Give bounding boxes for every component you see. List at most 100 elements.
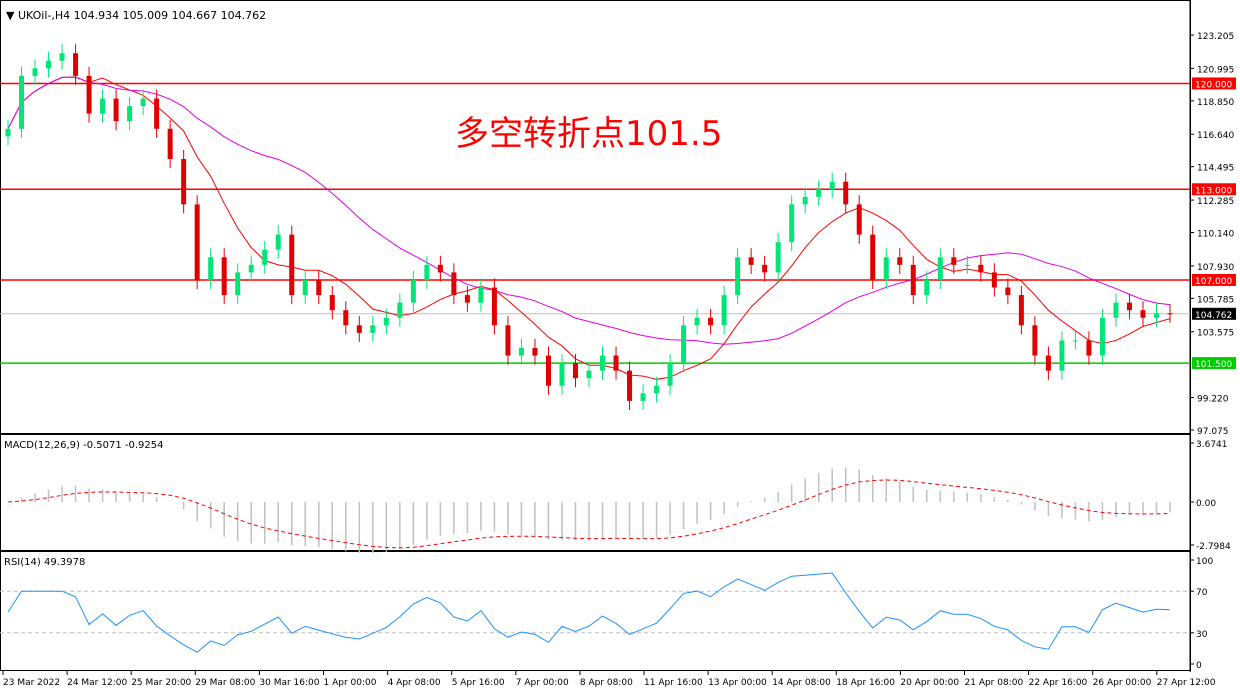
candle-body <box>167 128 173 160</box>
time-tick-label: 23 Mar 2022 <box>3 678 60 688</box>
candle-body <box>73 53 79 76</box>
candle-body <box>181 159 187 205</box>
level-price-tag <box>1192 273 1236 286</box>
candle-body <box>613 355 619 371</box>
candle-body <box>451 272 457 296</box>
candle-body <box>518 347 524 356</box>
candle-body <box>194 204 200 280</box>
candle-body <box>964 264 970 266</box>
time-tick-label: 22 Apr 16:00 <box>1029 678 1088 688</box>
price-tick-label: 116.640 <box>1197 131 1234 141</box>
candle-body <box>113 98 119 122</box>
candle-body <box>59 53 65 61</box>
rsi-label: RSI(14) 49.3978 <box>4 557 85 568</box>
candle-body <box>1167 313 1173 315</box>
price-tick-label: 110.140 <box>1197 230 1234 240</box>
candle-body <box>100 98 106 114</box>
candle-body <box>735 257 741 296</box>
candle-body <box>694 317 700 326</box>
candle-body <box>870 234 876 280</box>
candle-body <box>1153 313 1159 318</box>
candle-body <box>978 264 984 273</box>
ohlc-readout: 104.934 105.009 104.667 104.762 <box>74 9 266 22</box>
candle-body <box>86 75 92 114</box>
current-price-tag <box>1192 307 1236 320</box>
candle-body <box>937 257 943 280</box>
level-price-tag <box>1192 357 1236 370</box>
candle-body <box>437 264 443 273</box>
candle-body <box>221 257 227 296</box>
level-price-tag <box>1192 183 1236 196</box>
time-tick-label: 1 Apr 00:00 <box>324 678 377 688</box>
candle-body <box>829 181 835 190</box>
candle-body <box>1032 325 1038 356</box>
candle-body <box>775 242 781 273</box>
candle-body <box>924 279 930 296</box>
candle-body <box>586 370 592 379</box>
price-tick-label: 112.285 <box>1197 197 1234 207</box>
time-tick-label: 26 Apr 00:00 <box>1093 678 1152 688</box>
candle-body <box>559 363 565 386</box>
candle-body <box>289 234 295 296</box>
time-tick-label: 27 Apr 12:00 <box>1157 678 1216 688</box>
candle-body <box>424 264 430 280</box>
time-tick-label: 29 Mar 08:00 <box>195 678 255 688</box>
candle-body <box>545 355 551 386</box>
candle-body <box>910 264 916 296</box>
candle-body <box>883 257 889 280</box>
candle-body <box>397 302 403 318</box>
candle-body <box>532 347 538 356</box>
time-tick-label: 21 Apr 08:00 <box>965 678 1024 688</box>
level-price-label: 107.000 <box>1195 277 1232 287</box>
price-tick-label: 99.220 <box>1197 395 1229 405</box>
candle-body <box>1045 355 1051 371</box>
time-tick-label: 20 Apr 00:00 <box>900 678 959 688</box>
candle-body <box>464 295 470 303</box>
candle-body <box>1072 340 1078 342</box>
candle-body <box>154 98 160 129</box>
candle-body <box>248 264 254 273</box>
time-tick-label: 14 Apr 08:00 <box>772 678 831 688</box>
candle-body <box>816 189 822 197</box>
candle-body <box>897 257 903 265</box>
candle-body <box>127 106 133 122</box>
candle-body <box>370 325 376 333</box>
candle-body <box>1086 340 1092 356</box>
dropdown-triangle-icon: ▼ <box>6 9 18 22</box>
candle-body <box>19 75 25 129</box>
candle-body <box>1099 317 1105 356</box>
rsi-tick-label: 70 <box>1196 588 1208 598</box>
ma-slow-line <box>7 76 1171 345</box>
candle-body <box>654 385 660 394</box>
candle-body <box>1059 340 1065 371</box>
rsi-tick-label: 100 <box>1196 557 1213 567</box>
candle-body <box>343 310 349 326</box>
candle-body <box>46 60 52 69</box>
macd-label: MACD(12,26,9) -0.5071 -0.9254 <box>4 440 164 451</box>
level-price-tag <box>1192 77 1236 90</box>
time-tick-label: 7 Apr 00:00 <box>516 678 569 688</box>
price-tick-label: 107.930 <box>1197 263 1234 273</box>
rsi-tick-label: 30 <box>1196 630 1208 640</box>
price-tick-label: 114.495 <box>1197 164 1234 174</box>
price-tick-label: 120.995 <box>1197 65 1234 75</box>
candle-body <box>1018 295 1024 326</box>
candle-body <box>316 279 322 296</box>
candle-body <box>329 295 335 311</box>
macd-tick-label: 0.00 <box>1196 499 1216 509</box>
chart-header[interactable]: ▼ UKOil-,H4 104.934 105.009 104.667 104.… <box>6 9 266 22</box>
candle-body <box>748 257 754 265</box>
macd-tick-label: 3.6741 <box>1196 440 1228 450</box>
candle-body <box>789 204 795 243</box>
candle-body <box>5 128 11 137</box>
time-tick-label: 8 Apr 08:00 <box>580 678 633 688</box>
candle-body <box>491 287 497 326</box>
rsi-tick-label: 0 <box>1196 661 1202 671</box>
price-tick-label: 97.075 <box>1197 427 1229 437</box>
time-tick-label: 30 Mar 16:00 <box>259 678 319 688</box>
level-price-label: 113.000 <box>1195 186 1232 196</box>
candle-body <box>572 363 578 379</box>
candle-body <box>478 287 484 303</box>
candle-body <box>262 249 268 265</box>
